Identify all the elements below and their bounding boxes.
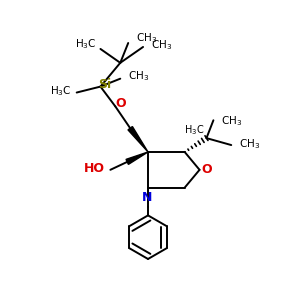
- Text: H$_3$C: H$_3$C: [75, 37, 97, 51]
- Polygon shape: [128, 127, 148, 152]
- Polygon shape: [126, 152, 148, 164]
- Text: CH$_3$: CH$_3$: [239, 137, 260, 151]
- Text: O: O: [115, 97, 126, 110]
- Text: H$_3$C: H$_3$C: [50, 85, 72, 98]
- Text: H$_3$C: H$_3$C: [184, 123, 205, 137]
- Text: CH$_3$: CH$_3$: [136, 31, 157, 45]
- Text: CH$_3$: CH$_3$: [221, 114, 242, 128]
- Text: O: O: [201, 163, 212, 176]
- Text: HO: HO: [83, 162, 104, 175]
- Text: CH$_3$: CH$_3$: [151, 38, 172, 52]
- Text: N: N: [142, 191, 152, 204]
- Text: CH$_3$: CH$_3$: [128, 69, 149, 82]
- Text: Si: Si: [98, 78, 111, 91]
